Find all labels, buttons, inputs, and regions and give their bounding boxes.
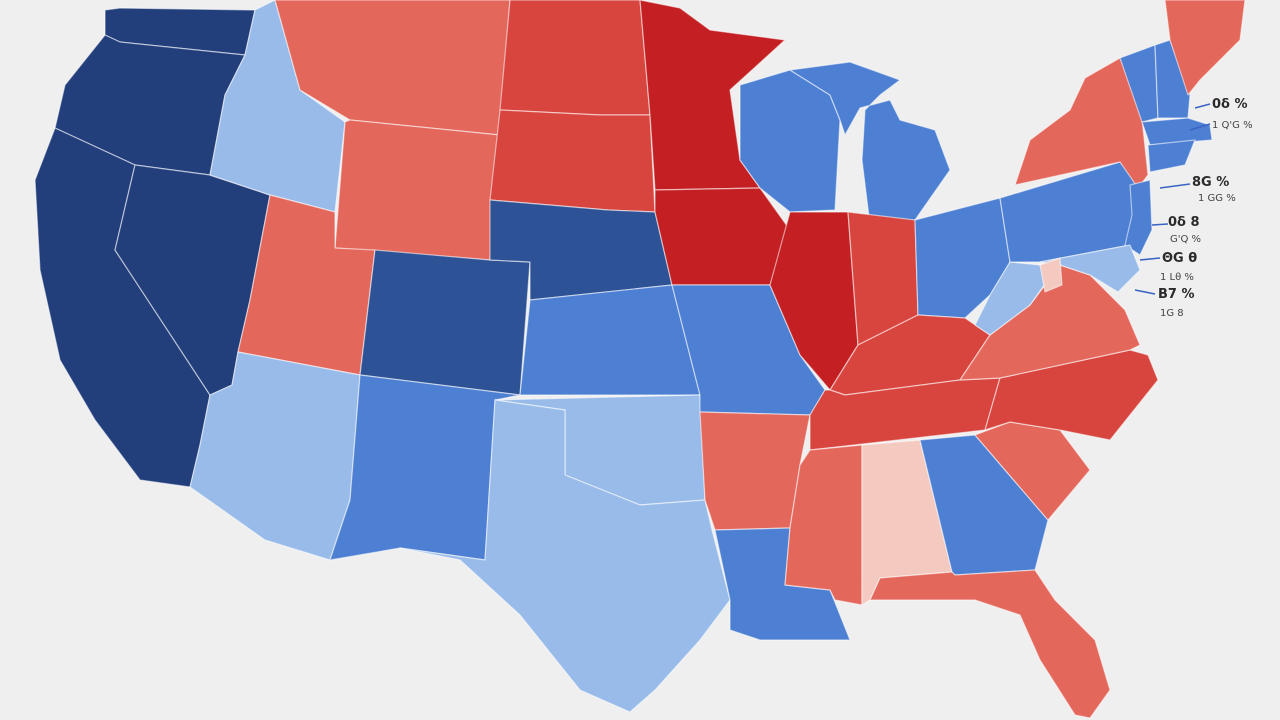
leader-line — [1139, 257, 1161, 261]
state-new-jersey[interactable] — [1124, 179, 1153, 256]
leader-line — [1134, 289, 1156, 295]
state-massachusetts[interactable] — [1141, 117, 1213, 146]
state-new-hampshire[interactable] — [1154, 39, 1191, 119]
leader-line — [1159, 183, 1191, 189]
state-wyoming[interactable] — [334, 119, 501, 261]
northeast-labels: 0δ % 1 Q'G % 8G % 1 GG % 0δ 8 G'Q % ΘG θ… — [1134, 97, 1253, 319]
ne-label-sub: 1 Lθ % — [1160, 272, 1194, 283]
state-connecticut[interactable] — [1147, 139, 1196, 173]
leader-line — [1189, 123, 1211, 131]
state-maine[interactable] — [1164, 0, 1246, 96]
state-colorado[interactable] — [359, 249, 531, 396]
ne-label-main: 0δ 8 — [1168, 215, 1200, 230]
ne-label-sub: G'Q % — [1170, 234, 1201, 245]
ne-label-main: 0δ % — [1212, 97, 1248, 112]
ne-label-main: B7 % — [1158, 287, 1195, 302]
leader-line — [1194, 103, 1211, 109]
ne-label-main: ΘG θ — [1162, 251, 1197, 266]
leader-line — [1151, 223, 1169, 226]
state-michigan[interactable] — [789, 61, 951, 226]
state-delaware[interactable] — [1039, 257, 1063, 293]
ne-label-sub: 1G 8 — [1160, 308, 1184, 319]
ne-label-sub: 1 GG % — [1198, 193, 1236, 204]
state-florida[interactable] — [869, 569, 1111, 719]
state-kansas[interactable] — [519, 284, 701, 396]
state-minnesota[interactable] — [639, 0, 786, 191]
ne-label-sub: 1 Q'G % — [1212, 120, 1253, 131]
state-iowa[interactable] — [654, 187, 791, 286]
ne-label-main: 8G % — [1192, 175, 1229, 190]
state-north-dakota[interactable] — [499, 0, 651, 116]
state-texas[interactable] — [399, 399, 731, 713]
state-south-dakota[interactable] — [489, 109, 656, 213]
